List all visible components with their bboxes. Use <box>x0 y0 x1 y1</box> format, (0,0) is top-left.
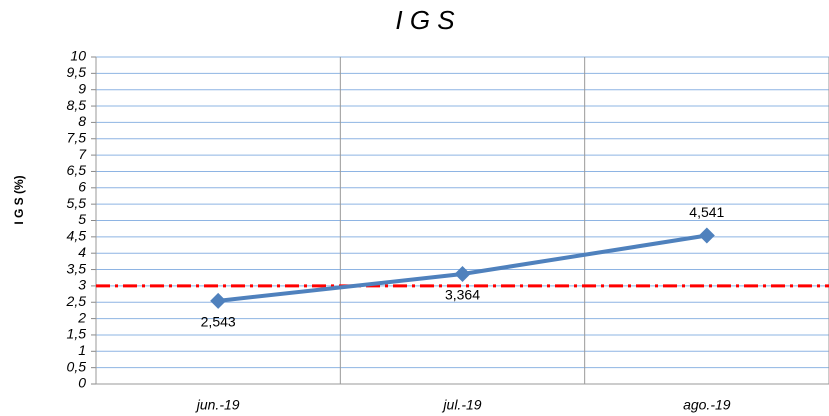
y-tick-label: 1,5 <box>67 326 87 342</box>
y-tick-label: 8,5 <box>67 97 87 113</box>
y-tick-label: 4,5 <box>67 228 87 244</box>
x-tick-label: jun.-19 <box>195 397 240 413</box>
data-point <box>698 227 715 244</box>
y-tick-label: 2,5 <box>66 293 87 309</box>
y-tick-label: 0 <box>78 375 86 391</box>
y-tick-label: 4 <box>78 244 86 260</box>
y-tick-label: 6,5 <box>67 162 87 178</box>
y-axis-label: I G S (%) <box>12 175 26 224</box>
y-tick-label: 9 <box>78 80 86 96</box>
data-label: 4,541 <box>689 204 724 220</box>
y-tick-label: 9,5 <box>67 64 87 80</box>
x-tick-label: ago.-19 <box>683 397 731 413</box>
y-tick-label: 7,5 <box>67 129 87 145</box>
y-tick-label: 6 <box>78 179 86 195</box>
chart-title: I G S <box>395 5 455 35</box>
y-tick-label: 3,5 <box>67 260 87 276</box>
y-tick-label: 10 <box>70 48 86 64</box>
data-point <box>454 265 471 282</box>
x-tick-label: jul.-19 <box>441 397 481 413</box>
y-tick-label: 1 <box>78 342 86 358</box>
y-tick-label: 8 <box>78 113 86 129</box>
data-label: 3,364 <box>445 287 480 303</box>
y-tick-label: 5,5 <box>67 195 87 211</box>
y-tick-label: 2 <box>77 309 86 325</box>
data-point <box>210 292 227 309</box>
y-tick-label: 0,5 <box>67 358 87 374</box>
y-tick-label: 7 <box>78 146 87 162</box>
data-label: 2,543 <box>201 314 236 330</box>
y-tick-label: 3 <box>78 277 86 293</box>
y-tick-label: 5 <box>78 211 86 227</box>
